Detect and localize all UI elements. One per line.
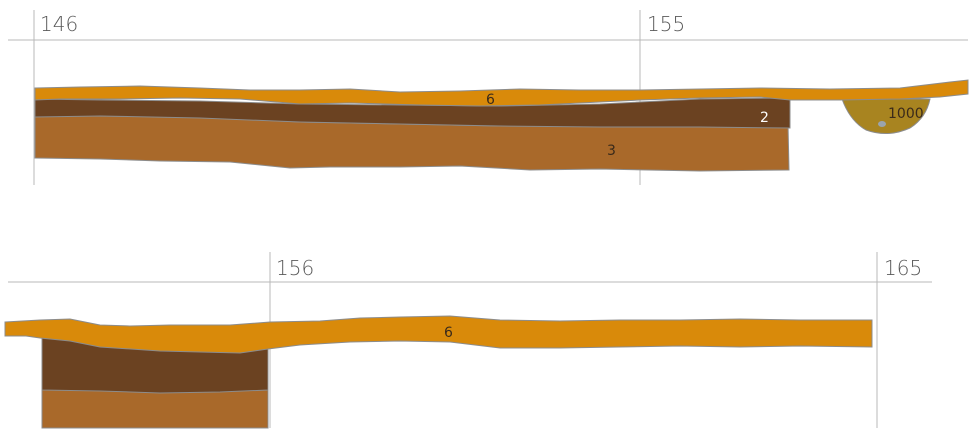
layer-6-label: 6	[486, 92, 495, 108]
bottom-layer-lower	[41, 387, 269, 429]
layer-2-label: 2	[760, 110, 769, 126]
layer-6	[34, 79, 969, 107]
station-label-146: 146	[40, 12, 78, 36]
feature-1000-label: 1000	[888, 106, 924, 122]
feature-1000	[841, 98, 931, 134]
station-label-165: 165	[884, 256, 922, 280]
layer-3-label: 3	[607, 143, 616, 159]
bottom-layer-6	[4, 315, 873, 354]
station-label-156: 156	[276, 256, 314, 280]
station-label-155: 155	[647, 12, 685, 36]
bottom-layer-6-label: 6	[444, 325, 453, 341]
feature-1000-inclusion	[878, 121, 886, 127]
top-section: 146 155 6 2 3 1000	[8, 10, 969, 185]
bottom-section: 156 165 6	[4, 252, 932, 429]
